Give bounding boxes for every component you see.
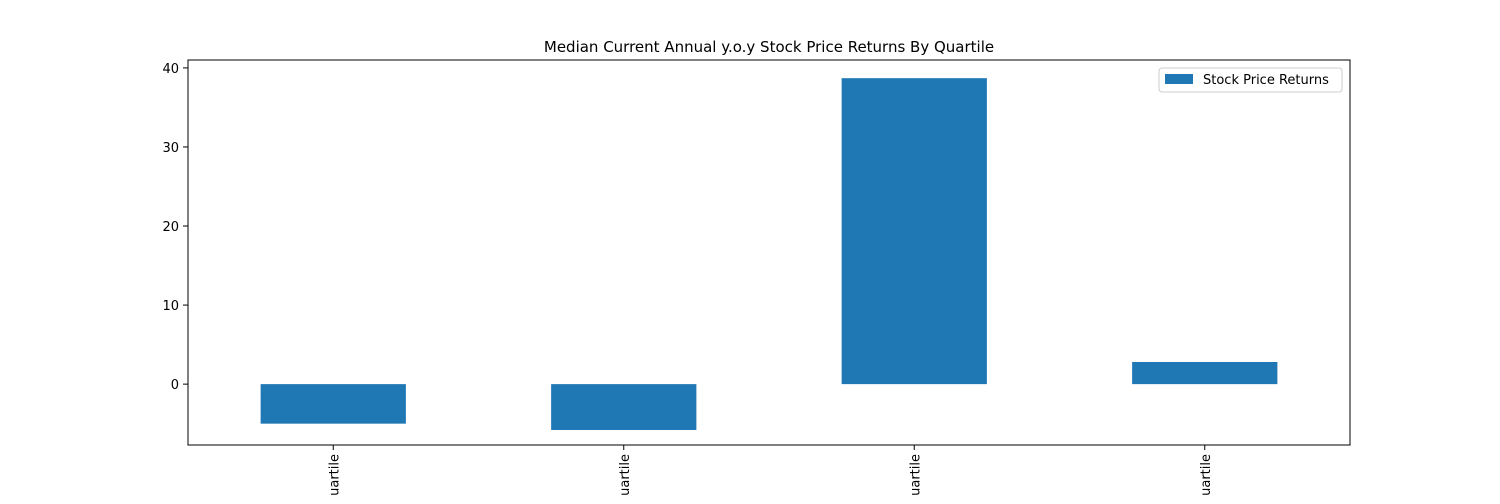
legend-label: Stock Price Returns <box>1203 73 1329 88</box>
x-tick-label-1: uartile <box>327 454 342 496</box>
legend: Stock Price Returns <box>1158 67 1343 93</box>
y-axis: 0 10 20 30 40 <box>162 62 188 393</box>
legend-swatch <box>1165 74 1193 84</box>
plot-frame <box>187 59 1351 446</box>
x-tick-label-4: uartile <box>1199 454 1214 496</box>
y-tick-label-0: 0 <box>171 378 179 393</box>
bar-2 <box>551 384 697 430</box>
bar-1 <box>260 384 406 424</box>
chart-title: Median Current Annual y.o.y Stock Price … <box>544 38 994 56</box>
x-axis: uartile uartile uartile uartile <box>327 445 1214 496</box>
x-tick-label-3: uartile <box>908 454 923 496</box>
y-tick-label-20: 20 <box>162 220 179 235</box>
y-tick-label-40: 40 <box>162 62 179 77</box>
bar-3 <box>841 78 987 385</box>
y-tick-label-30: 30 <box>162 141 179 156</box>
bar-4 <box>1132 361 1278 385</box>
y-tick-label-10: 10 <box>162 299 179 314</box>
x-tick-label-2: uartile <box>618 454 633 496</box>
bars-layer <box>260 78 1278 430</box>
legend-frame <box>1158 67 1343 93</box>
